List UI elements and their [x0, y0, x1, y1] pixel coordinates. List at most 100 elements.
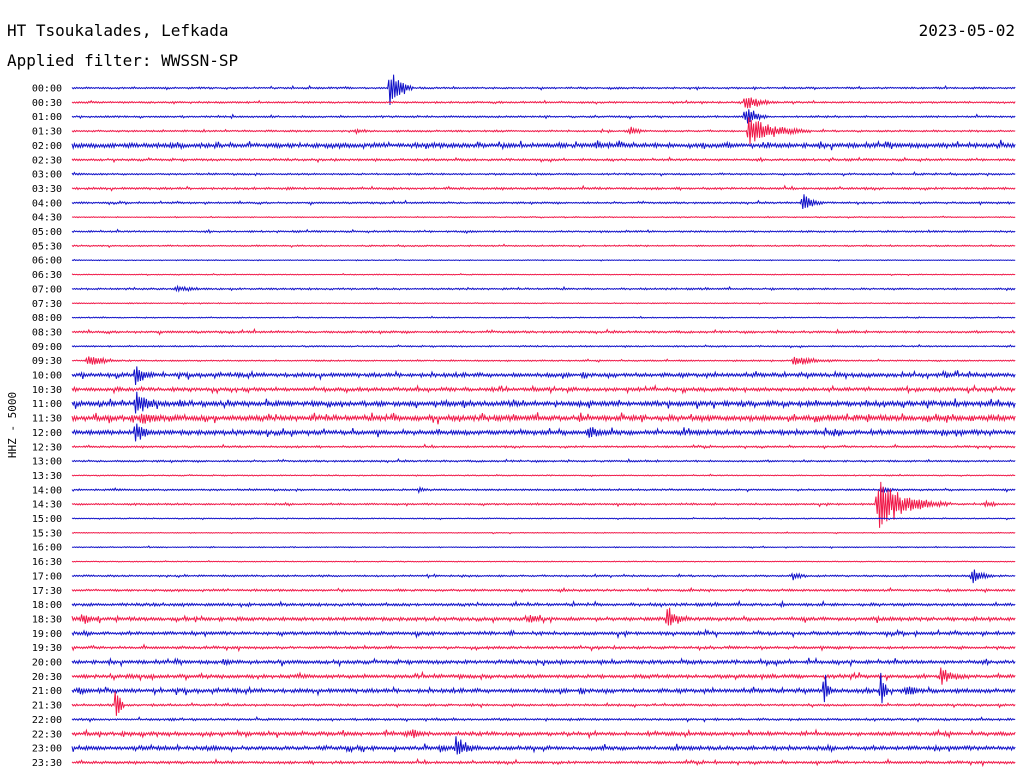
row-label: 13:30 [32, 471, 62, 482]
row-label: 12:30 [32, 442, 62, 453]
row-label: 11:30 [32, 414, 62, 425]
trace-line [71, 284, 1016, 293]
trace-line [71, 215, 1016, 219]
row-label: 12:00 [32, 428, 62, 439]
trace-line [71, 531, 1016, 535]
row-label: 17:30 [32, 586, 62, 597]
trace-line [71, 423, 1016, 442]
trace-line [71, 599, 1016, 609]
trace-line [71, 736, 1016, 755]
row-label: 08:30 [32, 327, 62, 338]
trace-line [71, 156, 1016, 164]
row-label: 06:00 [32, 256, 62, 267]
row-label: 05:30 [32, 241, 62, 252]
trace-line [71, 315, 1016, 320]
row-label: 09:00 [32, 342, 62, 353]
trace-line [71, 656, 1016, 668]
row-label: 04:00 [32, 198, 62, 209]
trace-line [71, 327, 1016, 336]
row-label: 19:00 [32, 629, 62, 640]
row-label: 10:00 [32, 371, 62, 382]
y-axis-label: HHZ - 5000 [6, 392, 19, 458]
row-label: 07:30 [32, 299, 62, 310]
row-label: 22:00 [32, 715, 62, 726]
trace-line [71, 473, 1016, 478]
row-label: 06:30 [32, 270, 62, 281]
station-title: HT Tsoukalades, Lefkada [7, 21, 229, 40]
trace-line [71, 643, 1016, 653]
trace-line [71, 97, 1016, 109]
row-label: 20:00 [32, 658, 62, 669]
trace-line [71, 545, 1016, 549]
row-label: 18:00 [32, 600, 62, 611]
row-label: 02:00 [32, 141, 62, 152]
trace-line [71, 715, 1016, 723]
trace-line [71, 481, 1016, 528]
trace-line [71, 560, 1016, 563]
trace-line [71, 258, 1016, 262]
trace-line [71, 516, 1016, 521]
row-label: 04:30 [32, 213, 62, 224]
row-label: 05:00 [32, 227, 62, 238]
row-label: 15:00 [32, 514, 62, 525]
trace-line [71, 569, 1016, 584]
trace-line [71, 74, 1016, 106]
trace-line [71, 628, 1016, 640]
row-label: 18:30 [32, 614, 62, 625]
trace-line [71, 667, 1016, 685]
row-label: 17:00 [32, 571, 62, 582]
row-label: 21:30 [32, 701, 62, 712]
trace-line [71, 672, 1016, 704]
row-label: 01:00 [32, 112, 62, 123]
trace-line [71, 184, 1016, 192]
trace-line [71, 384, 1016, 395]
traces [71, 74, 1016, 768]
row-label: 13:00 [32, 457, 62, 468]
trace-line [71, 117, 1016, 145]
row-label: 14:30 [32, 500, 62, 511]
row-label: 21:00 [32, 686, 62, 697]
trace-line [71, 171, 1016, 177]
trace-line [71, 485, 1016, 495]
trace-line [71, 343, 1016, 349]
row-label: 14:00 [32, 485, 62, 496]
row-label: 01:30 [32, 127, 62, 138]
row-label: 00:30 [32, 98, 62, 109]
row-label: 09:30 [32, 356, 62, 367]
trace-line [71, 607, 1016, 626]
time-labels: 00:00 00:30 01:00 01:30 02:00 02:30 03:00 03:30… [32, 84, 62, 769]
row-label: 08:00 [32, 313, 62, 324]
trace-line [71, 443, 1016, 451]
row-label: 11:00 [32, 399, 62, 410]
row-label: 10:30 [32, 385, 62, 396]
row-label: 00:00 [32, 84, 62, 95]
filter-label: Applied filter: WWSSN-SP [7, 51, 238, 70]
row-label: 20:30 [32, 672, 62, 683]
row-label: 07:00 [32, 284, 62, 295]
date-label: 2023-05-02 [919, 21, 1015, 40]
row-label: 23:00 [32, 744, 62, 755]
trace-line [71, 728, 1016, 740]
trace-line [71, 412, 1016, 425]
trace-line [71, 691, 1016, 716]
trace-line [71, 273, 1016, 277]
trace-line [71, 302, 1016, 305]
row-label: 02:30 [32, 155, 62, 166]
row-label: 22:30 [32, 729, 62, 740]
row-label: 03:30 [32, 184, 62, 195]
row-label: 15:30 [32, 528, 62, 539]
row-label: 16:00 [32, 543, 62, 554]
trace-line [71, 243, 1016, 249]
trace-line [71, 366, 1016, 386]
trace-line [71, 109, 1016, 124]
row-label: 19:30 [32, 643, 62, 654]
trace-line [71, 228, 1016, 235]
row-label: 16:30 [32, 557, 62, 568]
trace-line [71, 194, 1016, 210]
trace-line [71, 391, 1016, 414]
trace-line [71, 757, 1016, 768]
row-label: 03:00 [32, 170, 62, 181]
trace-line [71, 139, 1016, 151]
trace-line [71, 586, 1016, 594]
